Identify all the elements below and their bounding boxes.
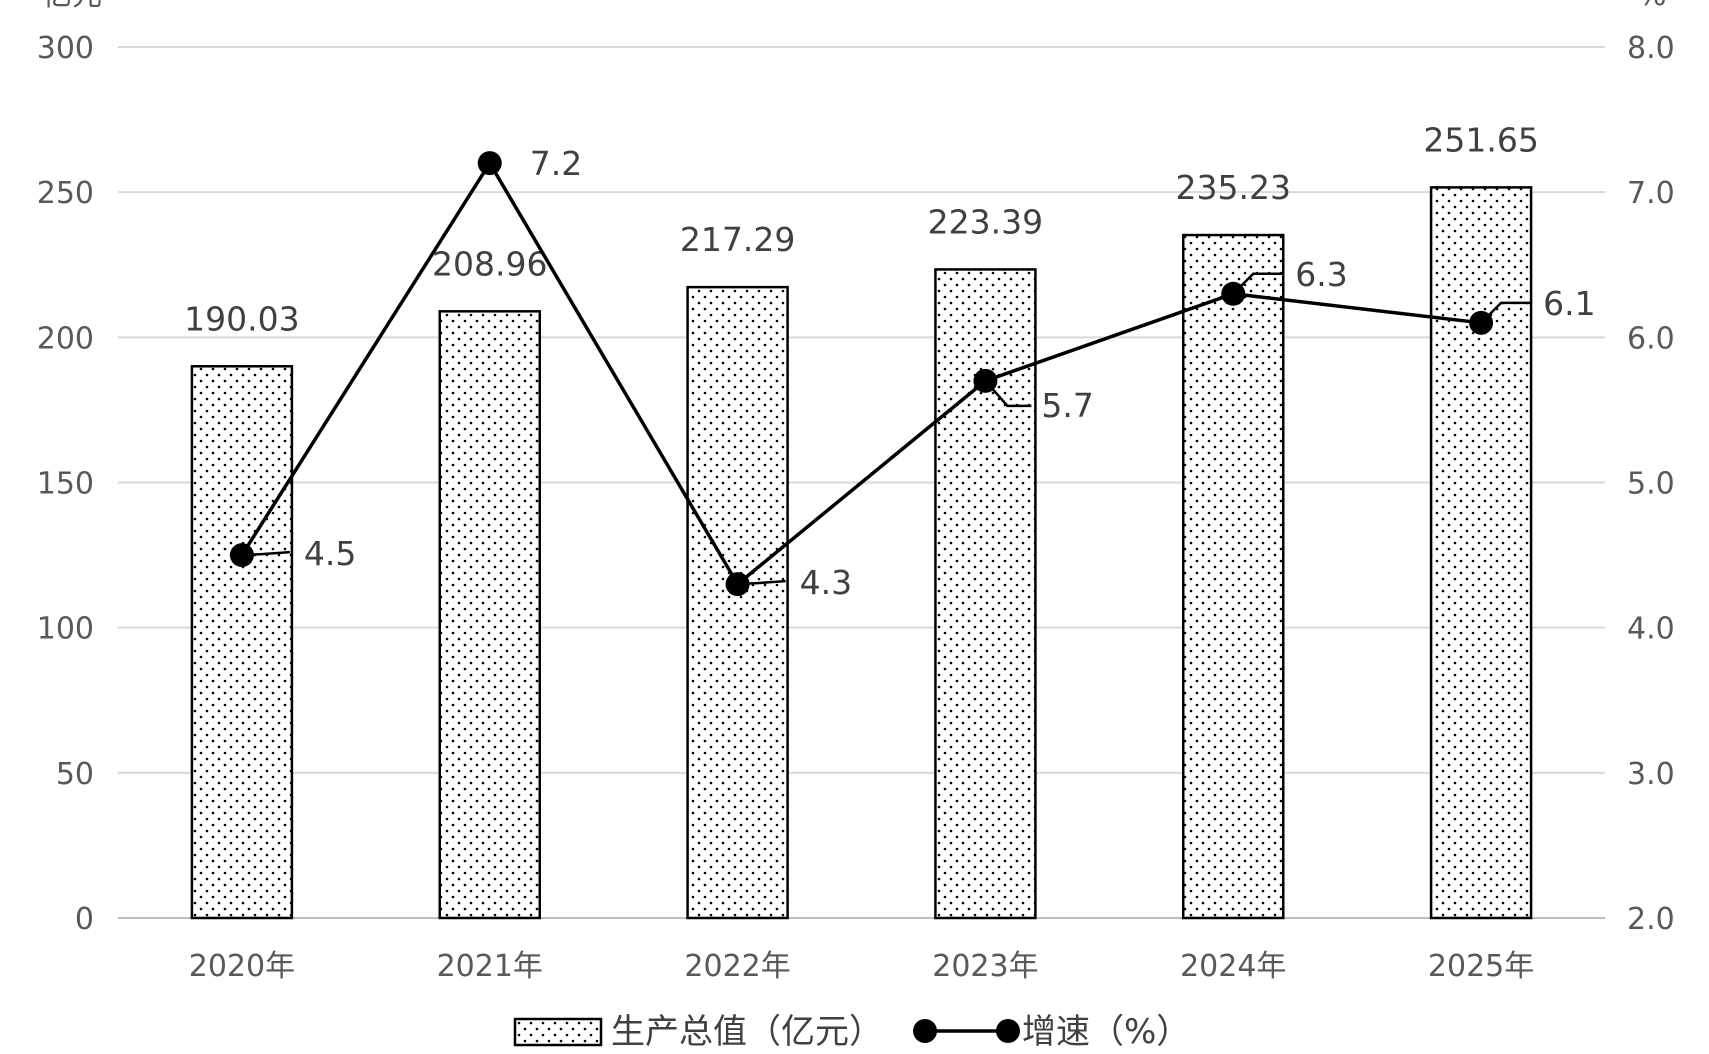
right-axis: 2.0 3.0 4.0 5.0 6.0 7.0 8.0 [1627, 31, 1675, 937]
x-tick-label: 2025年 [1428, 949, 1534, 984]
right-tick-label: 6.0 [1627, 321, 1675, 356]
rate-value-label: 4.5 [304, 534, 356, 573]
x-tick-label: 2020年 [189, 949, 295, 984]
rate-value-label: 5.7 [1041, 386, 1093, 425]
bar [1182, 233, 1285, 920]
x-axis: 2020年 2021年 2022年 2023年 2024年 2025年 [189, 949, 1535, 984]
bar [1429, 186, 1533, 920]
bar [934, 268, 1037, 920]
line-marker [973, 368, 998, 393]
right-tick-label: 5.0 [1627, 467, 1675, 502]
rate-value-label: 6.1 [1543, 284, 1595, 323]
right-tick-label: 7.0 [1627, 176, 1675, 211]
bar-value-label: 251.65 [1423, 120, 1538, 159]
rate-value-label: 7.2 [530, 144, 582, 183]
left-tick-label: 150 [37, 467, 94, 502]
left-tick-label: 50 [56, 757, 94, 792]
bar-value-labels: 190.03 208.96 217.29 223.39 235.23 251.65 [184, 120, 1539, 338]
left-tick-label: 100 [37, 612, 94, 647]
line-markers [229, 151, 1494, 597]
legend-bar-label: 生产总值（亿元） [611, 1012, 883, 1052]
x-tick-label: 2021年 [437, 949, 543, 984]
bar-value-label: 223.39 [928, 202, 1043, 241]
bar-value-label: 208.96 [432, 244, 547, 283]
growth-line [240, 161, 1482, 586]
bar-value-label: 190.03 [184, 299, 299, 338]
line-marker [1221, 281, 1246, 306]
left-tick-label: 0 [75, 902, 94, 937]
bar-series [190, 186, 1533, 920]
right-tick-label: 3.0 [1627, 757, 1675, 792]
bar [190, 365, 294, 920]
right-tick-label: 4.0 [1627, 612, 1675, 647]
left-axis: 0 50 100 150 200 250 300 [37, 31, 94, 937]
right-axis-unit: % [1638, 0, 1667, 13]
rate-value-labels: 4.5 7.2 4.3 5.7 6.3 6.1 [304, 144, 1596, 602]
bar-value-label: 235.23 [1176, 168, 1291, 207]
legend-line-marker-left [913, 1019, 937, 1043]
x-tick-label: 2024年 [1180, 949, 1286, 984]
left-tick-label: 300 [37, 31, 94, 66]
bar [438, 310, 541, 920]
right-tick-label: 2.0 [1627, 902, 1675, 937]
right-tick-label: 8.0 [1627, 31, 1675, 66]
left-tick-label: 250 [37, 176, 94, 211]
line-marker [1469, 310, 1494, 335]
rate-label-leaders [241, 272, 1532, 586]
legend-bar-swatch [513, 1017, 603, 1047]
rate-value-label: 4.3 [800, 563, 852, 602]
left-axis-unit: 亿元 [42, 0, 102, 13]
bar-value-label: 217.29 [680, 220, 795, 259]
gridlines [118, 46, 1605, 919]
line-marker [477, 151, 502, 176]
legend: 生产总值（亿元） 增速（%） [513, 1012, 1190, 1052]
rate-value-label: 6.3 [1295, 255, 1347, 294]
line-series [240, 161, 1482, 586]
x-tick-label: 2022年 [684, 949, 790, 984]
legend-line-marker-right [996, 1019, 1020, 1043]
x-tick-label: 2023年 [932, 949, 1038, 984]
legend-line-label: 增速（%） [1022, 1012, 1190, 1052]
left-tick-label: 200 [37, 321, 94, 356]
line-marker [725, 572, 750, 597]
line-marker [229, 543, 254, 568]
bar [686, 285, 789, 920]
